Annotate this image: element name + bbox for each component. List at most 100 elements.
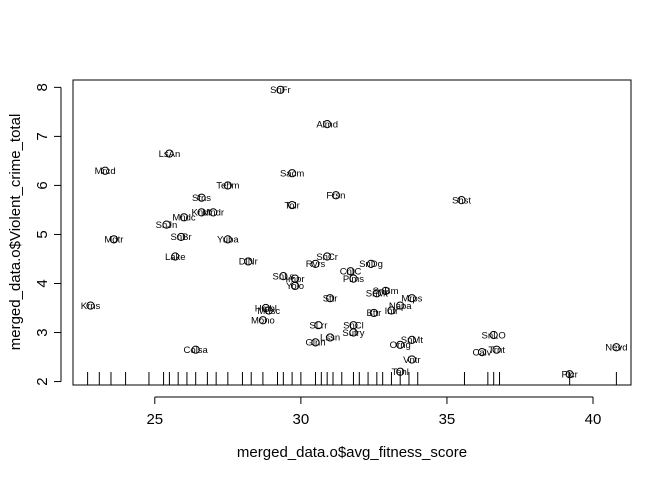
data-point bbox=[290, 281, 300, 291]
point-label: Yuba bbox=[217, 235, 239, 246]
point-label: Krns bbox=[81, 301, 101, 312]
data-point bbox=[346, 267, 355, 276]
data-point bbox=[325, 294, 335, 303]
point-label: SnCl bbox=[343, 320, 364, 331]
point-label: Lssn bbox=[320, 333, 340, 344]
data-point bbox=[165, 149, 174, 158]
data-point bbox=[407, 355, 416, 364]
point-label: Intr bbox=[385, 306, 399, 317]
point-label: Lake bbox=[165, 252, 186, 263]
x-tick-label: 30 bbox=[293, 411, 310, 428]
x-axis-title: merged_data.o$avg_fitness_score bbox=[237, 444, 467, 461]
point-label: SnFr bbox=[270, 85, 291, 96]
point-label: Yolo bbox=[286, 281, 304, 292]
data-point bbox=[258, 316, 267, 325]
point-label: SnMt bbox=[366, 289, 389, 300]
point-label: Sttr bbox=[323, 294, 338, 305]
x-tick-label: 35 bbox=[439, 411, 456, 428]
point-label: SnDg bbox=[359, 259, 383, 270]
data-point bbox=[171, 252, 180, 261]
data-point bbox=[372, 289, 381, 298]
point-label: Stns bbox=[192, 193, 211, 204]
point-label: SnBm bbox=[373, 286, 399, 297]
data-point bbox=[191, 345, 200, 354]
y-axis-title: merged_data.o$Violent_crime_total bbox=[7, 114, 24, 351]
point-label: SLrr bbox=[309, 320, 327, 331]
data-point bbox=[244, 257, 253, 266]
point-label: SnJn bbox=[156, 220, 178, 231]
point-label: CntC bbox=[340, 267, 362, 278]
data-point bbox=[325, 333, 335, 342]
point-label: SnLO bbox=[482, 330, 506, 341]
point-label: Orng bbox=[390, 340, 411, 351]
plot-frame bbox=[72, 79, 632, 386]
data-point bbox=[311, 338, 320, 347]
point-label: Sacm bbox=[280, 168, 304, 179]
point-label: Frsn bbox=[326, 191, 345, 202]
point-label: Colsa bbox=[184, 345, 209, 356]
point-label: Tehm bbox=[216, 181, 239, 192]
point-label: DlNr bbox=[239, 257, 258, 268]
point-label: SnCr bbox=[316, 252, 338, 263]
point-label: SnLs bbox=[273, 271, 295, 282]
data-point bbox=[331, 191, 341, 200]
point-label: Mrcd bbox=[95, 166, 116, 177]
data-point bbox=[369, 308, 379, 318]
point-label: Shst bbox=[452, 195, 471, 206]
axes: 25 30 35 40 2 3 4 5 6 7 8 bbox=[34, 79, 632, 428]
data-point bbox=[109, 235, 119, 244]
data-point bbox=[381, 286, 390, 295]
point-label: SnMt bbox=[401, 335, 424, 346]
data-point bbox=[387, 306, 396, 315]
point-label: Plcr bbox=[561, 370, 577, 381]
data-point bbox=[457, 196, 466, 205]
point-label: Almd bbox=[316, 119, 338, 130]
data-point bbox=[101, 166, 110, 175]
data-point bbox=[311, 259, 320, 268]
point-label: Impr bbox=[286, 274, 305, 285]
data-point bbox=[162, 220, 171, 229]
data-point bbox=[223, 235, 232, 244]
point-label: Rvrs bbox=[306, 259, 326, 270]
data-point bbox=[565, 370, 574, 379]
data-point bbox=[176, 232, 186, 242]
y-tick-label: 7 bbox=[34, 132, 51, 140]
point-label: LsAn bbox=[159, 149, 181, 160]
point-label: Mndc bbox=[172, 213, 195, 224]
y-tick-label: 8 bbox=[34, 83, 51, 91]
data-point bbox=[477, 348, 487, 357]
data-point bbox=[197, 193, 206, 202]
point-label: Mrps bbox=[401, 294, 422, 305]
data-point bbox=[288, 169, 297, 178]
x-tick-label: 40 bbox=[585, 411, 602, 428]
data-point bbox=[612, 343, 621, 352]
data-point bbox=[492, 345, 501, 354]
x-tick-label: 25 bbox=[146, 411, 163, 428]
y-tick-label: 4 bbox=[34, 279, 51, 287]
point-label: Glnn bbox=[305, 338, 325, 349]
data-point bbox=[396, 340, 405, 349]
point-label: Nevd bbox=[605, 343, 627, 354]
data-point bbox=[349, 274, 358, 283]
data-point bbox=[288, 200, 297, 210]
point-label: Bttr bbox=[367, 308, 382, 319]
y-tick-label: 3 bbox=[34, 328, 51, 336]
point-label: Tehl bbox=[391, 367, 408, 378]
point-label: Napa bbox=[389, 301, 412, 312]
data-point bbox=[323, 120, 332, 129]
data-point bbox=[396, 367, 405, 376]
point-label: Kndr bbox=[192, 208, 212, 219]
point-label: Calv bbox=[472, 347, 491, 358]
point-label: Mono bbox=[251, 316, 275, 327]
point-label: SnBr bbox=[171, 232, 192, 243]
data-point bbox=[223, 181, 232, 190]
data-point bbox=[489, 330, 498, 340]
data-point bbox=[349, 328, 358, 337]
point-label: Plms bbox=[343, 274, 364, 285]
data-point bbox=[197, 208, 206, 217]
data-point bbox=[366, 259, 376, 268]
data-point bbox=[279, 272, 288, 281]
data-point bbox=[396, 301, 405, 310]
data-point bbox=[407, 335, 416, 344]
